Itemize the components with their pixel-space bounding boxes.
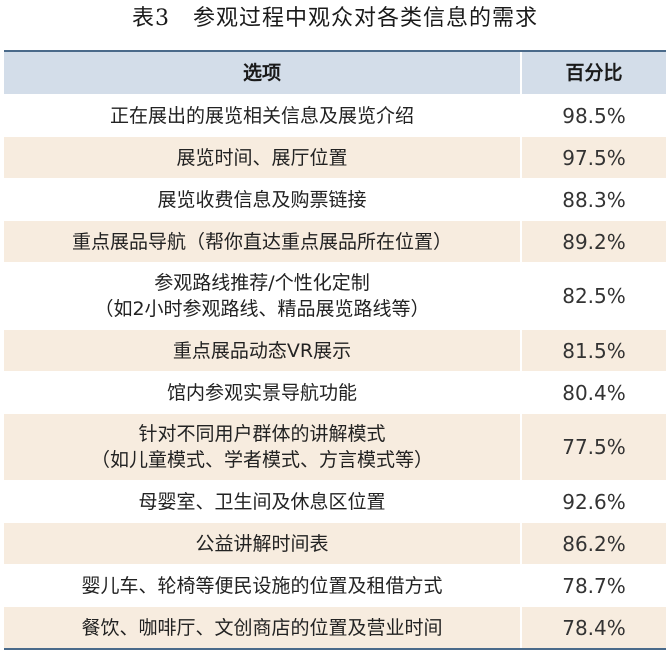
table-row: 重点展品导航（帮你直达重点展品所在位置） 89.2% (4, 221, 666, 263)
row-option-text: 针对不同用户群体的讲解模式 (138, 423, 386, 445)
row-option-text: 餐饮、咖啡厅、文创商店的位置及营业时间 (81, 616, 443, 639)
row-option: 展览时间、展厅位置 (4, 137, 522, 178)
table-row: 餐饮、咖啡厅、文创商店的位置及营业时间 78.4% (4, 607, 666, 648)
row-option-text: 重点展品动态VR展示 (172, 339, 352, 362)
table-row: 公益讲解时间表 86.2% (4, 523, 666, 565)
table-row: 馆内参观实景导航功能 80.4% (4, 372, 666, 414)
row-option: 公益讲解时间表 (4, 523, 522, 564)
row-option: 展览收费信息及购票链接 (4, 179, 522, 220)
table-row: 重点展品动态VR展示 81.5% (4, 330, 666, 372)
table-caption: 表3 参观过程中观众对各类信息的需求 (132, 6, 538, 31)
row-option-text: 参观路线推荐/个性化定制 (154, 272, 370, 294)
row-percent: 80.4% (562, 380, 626, 405)
row-option: 婴儿车、轮椅等便民设施的位置及租借方式 (4, 565, 522, 606)
row-option: 针对不同用户群体的讲解模式 （如儿童模式、学者模式、方言模式等） (4, 414, 522, 480)
row-option-text: 重点展品导航（帮你直达重点展品所在位置） (71, 230, 452, 253)
row-percent: 88.3% (562, 187, 626, 212)
row-option: 重点展品导航（帮你直达重点展品所在位置） (4, 221, 522, 262)
row-percent: 77.5% (562, 435, 626, 459)
row-option-subtext: （如儿童模式、学者模式、方言模式等） (90, 449, 433, 471)
row-option: 正在展出的展览相关信息及展览介绍 (4, 95, 522, 136)
table-header-row: 选项 百分比 (4, 52, 666, 95)
row-percent: 86.2% (562, 531, 626, 556)
row-option-text: 展览时间、展厅位置 (176, 146, 348, 169)
row-option-text: 婴儿车、轮椅等便民设施的位置及租借方式 (81, 574, 443, 597)
row-percent: 78.4% (562, 615, 626, 640)
table-row: 针对不同用户群体的讲解模式 （如儿童模式、学者模式、方言模式等） 77.5% (4, 414, 666, 481)
row-percent: 78.7% (562, 573, 626, 598)
row-option: 重点展品动态VR展示 (4, 330, 522, 371)
header-option: 选项 (4, 52, 522, 94)
row-option-text: 正在展出的展览相关信息及展览介绍 (109, 104, 414, 127)
row-option-text: 母婴室、卫生间及休息区位置 (138, 490, 386, 513)
table-row: 展览收费信息及购票链接 88.3% (4, 179, 666, 221)
row-option: 母婴室、卫生间及休息区位置 (4, 481, 522, 522)
table-row: 展览时间、展厅位置 97.5% (4, 137, 666, 179)
row-percent: 89.2% (562, 229, 626, 254)
table-row: 正在展出的展览相关信息及展览介绍 98.5% (4, 95, 666, 137)
row-option-text: 公益讲解时间表 (195, 532, 329, 555)
row-percent: 98.5% (562, 103, 626, 128)
row-percent: 82.5% (562, 284, 626, 308)
row-option: 参观路线推荐/个性化定制 （如2小时参观路线、精品展览路线等） (4, 263, 522, 329)
row-percent: 97.5% (562, 145, 626, 170)
row-option: 餐饮、咖啡厅、文创商店的位置及营业时间 (4, 607, 522, 648)
row-option-text: 馆内参观实景导航功能 (166, 381, 357, 404)
row-option-subtext: （如2小时参观路线、精品展览路线等） (94, 298, 430, 320)
header-percent: 百分比 (565, 62, 623, 84)
table-row: 参观路线推荐/个性化定制 （如2小时参观路线、精品展览路线等） 82.5% (4, 263, 666, 330)
row-percent: 92.6% (562, 489, 626, 514)
row-percent: 81.5% (562, 338, 626, 363)
table-row: 母婴室、卫生间及休息区位置 92.6% (4, 481, 666, 523)
row-option-text: 展览收费信息及购票链接 (157, 188, 367, 211)
table-row: 婴儿车、轮椅等便民设施的位置及租借方式 78.7% (4, 565, 666, 607)
row-option: 馆内参观实景导航功能 (4, 372, 522, 413)
info-needs-table: 选项 百分比 正在展出的展览相关信息及展览介绍 98.5% 展览时间、展厅位置 … (4, 50, 666, 650)
